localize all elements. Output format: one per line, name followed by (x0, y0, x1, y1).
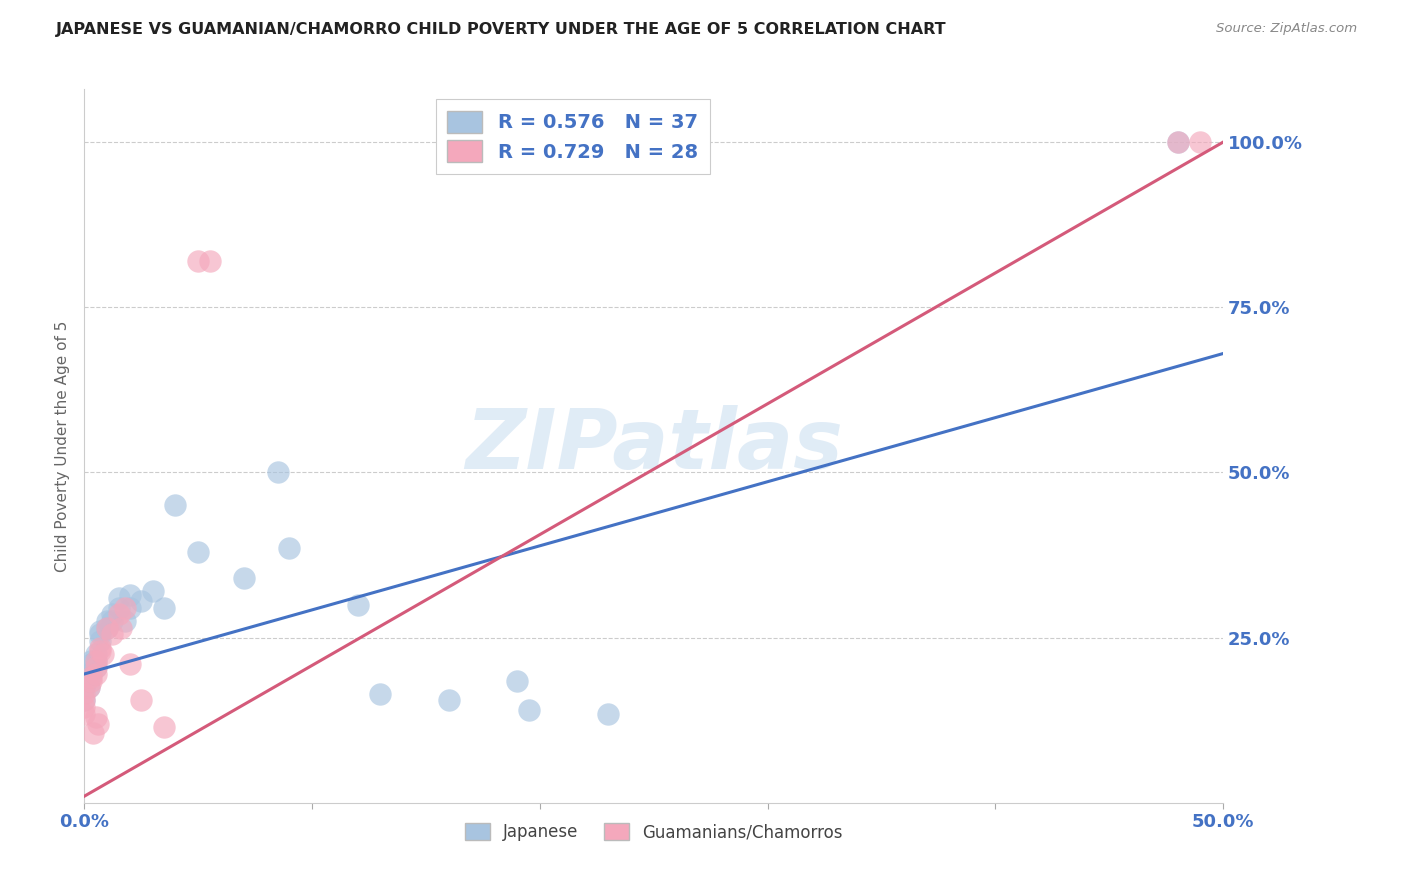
Point (198, 254, 221, 268)
Point (73, 693, 96, 707)
Point (77, 680, 100, 694)
Point (232, 571, 254, 585)
Point (84, 667, 107, 681)
Point (73, 706, 96, 721)
Point (131, 594, 153, 608)
Point (1167, 135, 1189, 149)
Point (346, 598, 368, 612)
Point (80, 657, 103, 671)
Legend: Japanese, Guamanians/Chamorros: Japanese, Guamanians/Chamorros (458, 816, 849, 848)
Point (89, 640, 111, 655)
Point (107, 607, 129, 622)
Point (77, 667, 100, 681)
Point (506, 673, 529, 688)
Point (84, 660, 107, 674)
Point (73, 693, 96, 707)
Point (100, 614, 122, 628)
Point (114, 614, 136, 628)
Point (118, 657, 141, 671)
Point (91, 647, 114, 661)
Point (118, 600, 141, 615)
Point (84, 660, 107, 674)
Point (89, 624, 111, 638)
Point (1189, 135, 1212, 149)
Point (84, 654, 107, 668)
Point (89, 627, 111, 641)
Text: Source: ZipAtlas.com: Source: ZipAtlas.com (1216, 22, 1357, 36)
Point (100, 607, 122, 622)
Point (107, 591, 129, 605)
Y-axis label: Child Poverty Under the Age of 5: Child Poverty Under the Age of 5 (55, 320, 70, 572)
Point (73, 680, 96, 694)
Point (80, 667, 103, 681)
Point (598, 706, 620, 721)
Point (1167, 135, 1189, 149)
Point (278, 541, 301, 556)
Point (100, 627, 122, 641)
Point (370, 687, 392, 701)
Point (187, 254, 209, 268)
Point (82, 726, 104, 740)
Point (517, 703, 540, 717)
Point (96, 621, 118, 635)
Point (84, 647, 107, 661)
Point (153, 720, 176, 734)
Point (118, 588, 141, 602)
Point (73, 700, 96, 714)
Point (187, 545, 209, 559)
Point (96, 614, 118, 628)
Point (437, 693, 460, 707)
Point (110, 621, 132, 635)
Point (267, 466, 290, 480)
Point (80, 654, 103, 668)
Point (114, 600, 136, 615)
Point (153, 600, 176, 615)
Point (80, 670, 103, 684)
Point (142, 584, 165, 599)
Point (107, 600, 129, 615)
Text: ZIPatlas: ZIPatlas (465, 406, 842, 486)
Point (87, 716, 110, 731)
Point (165, 499, 187, 513)
Point (77, 680, 100, 694)
Point (131, 693, 153, 707)
Point (84, 710, 107, 724)
Point (73, 687, 96, 701)
Point (96, 621, 118, 635)
Point (80, 673, 103, 688)
Point (89, 634, 111, 648)
Point (84, 654, 107, 668)
Point (89, 644, 111, 658)
Text: JAPANESE VS GUAMANIAN/CHAMORRO CHILD POVERTY UNDER THE AGE OF 5 CORRELATION CHAR: JAPANESE VS GUAMANIAN/CHAMORRO CHILD POV… (56, 22, 946, 37)
